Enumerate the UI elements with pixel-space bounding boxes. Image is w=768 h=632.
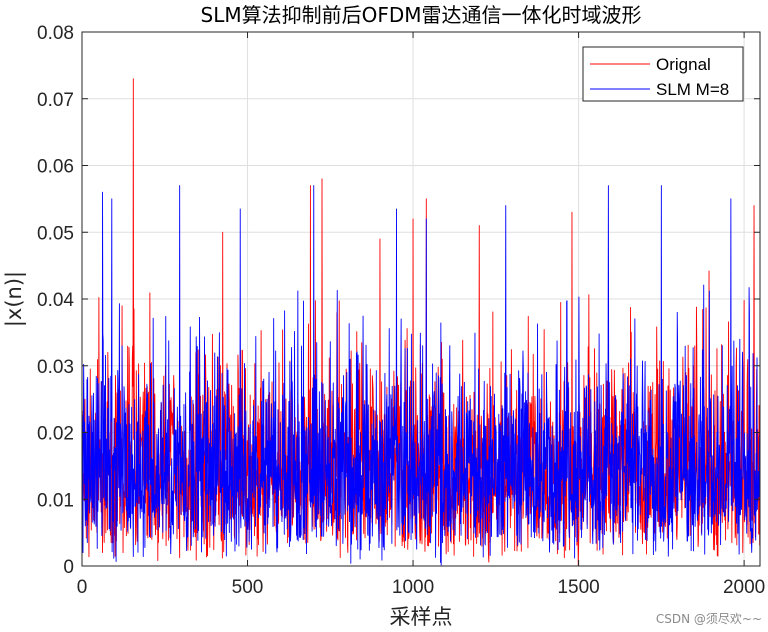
y-tick-label: 0.08 bbox=[37, 23, 74, 44]
watermark: CSDN @须尽欢~~ bbox=[656, 611, 762, 626]
series-line-slm bbox=[81, 185, 761, 566]
y-axis-label: |x(n)| bbox=[2, 271, 27, 327]
x-tick-label: 1000 bbox=[392, 577, 434, 598]
y-tick-label: 0.07 bbox=[37, 90, 74, 111]
x-axis-label: 采样点 bbox=[390, 605, 453, 629]
y-tick-label: 0.05 bbox=[37, 223, 74, 244]
series-layer bbox=[81, 78, 761, 566]
y-tick-label: 0.02 bbox=[37, 424, 74, 445]
legend-label-orignal: Orignal bbox=[656, 55, 711, 74]
legend-box bbox=[582, 46, 744, 102]
y-tick-label: 0 bbox=[63, 557, 74, 578]
legend: Orignal SLM M=8 bbox=[582, 46, 744, 102]
x-tick-label: 1500 bbox=[557, 577, 599, 598]
chart-title: SLM算法抑制前后OFDM雷达通信一体化时域波形 bbox=[201, 3, 642, 27]
y-tick-label: 0.04 bbox=[37, 290, 74, 311]
ticks: 0 500 1000 1500 2000 0 0.01 0.02 0.03 0.04 0.05 0.0… bbox=[37, 23, 765, 598]
legend-label-slm: SLM M=8 bbox=[656, 80, 729, 99]
y-tick-label: 0.01 bbox=[37, 490, 74, 511]
y-tick-label: 0.03 bbox=[37, 357, 74, 378]
y-tick-label: 0.06 bbox=[37, 157, 74, 178]
x-tick-label: 500 bbox=[232, 577, 264, 598]
x-tick-label: 0 bbox=[77, 577, 88, 598]
x-tick-label: 2000 bbox=[723, 577, 765, 598]
